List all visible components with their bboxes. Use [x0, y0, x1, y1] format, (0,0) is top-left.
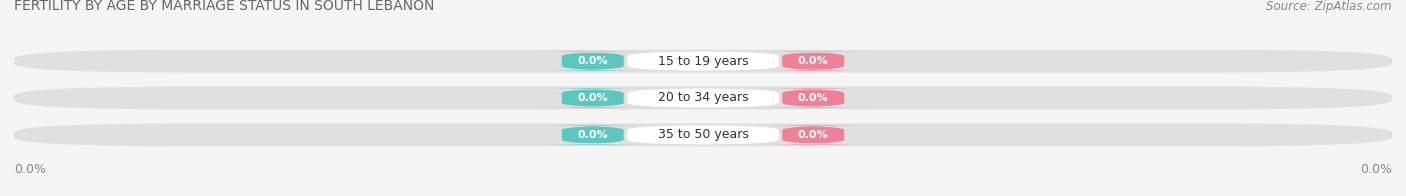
- Text: 0.0%: 0.0%: [799, 56, 828, 66]
- FancyBboxPatch shape: [534, 52, 651, 71]
- FancyBboxPatch shape: [534, 125, 651, 144]
- Text: 35 to 50 years: 35 to 50 years: [658, 128, 748, 141]
- FancyBboxPatch shape: [627, 125, 779, 144]
- FancyBboxPatch shape: [627, 88, 779, 108]
- Text: 15 to 19 years: 15 to 19 years: [658, 55, 748, 68]
- FancyBboxPatch shape: [14, 87, 1392, 109]
- Text: 0.0%: 0.0%: [578, 93, 607, 103]
- FancyBboxPatch shape: [534, 88, 651, 108]
- Text: 20 to 34 years: 20 to 34 years: [658, 92, 748, 104]
- FancyBboxPatch shape: [755, 125, 872, 144]
- FancyBboxPatch shape: [755, 88, 872, 108]
- Text: 0.0%: 0.0%: [799, 93, 828, 103]
- FancyBboxPatch shape: [14, 50, 1392, 73]
- Text: 0.0%: 0.0%: [578, 130, 607, 140]
- Text: 0.0%: 0.0%: [578, 56, 607, 66]
- Text: 0.0%: 0.0%: [799, 130, 828, 140]
- FancyBboxPatch shape: [627, 52, 779, 71]
- Text: 0.0%: 0.0%: [1360, 163, 1392, 176]
- Text: 0.0%: 0.0%: [14, 163, 46, 176]
- Text: FERTILITY BY AGE BY MARRIAGE STATUS IN SOUTH LEBANON: FERTILITY BY AGE BY MARRIAGE STATUS IN S…: [14, 0, 434, 13]
- Text: Source: ZipAtlas.com: Source: ZipAtlas.com: [1267, 0, 1392, 13]
- FancyBboxPatch shape: [14, 123, 1392, 146]
- FancyBboxPatch shape: [755, 52, 872, 71]
